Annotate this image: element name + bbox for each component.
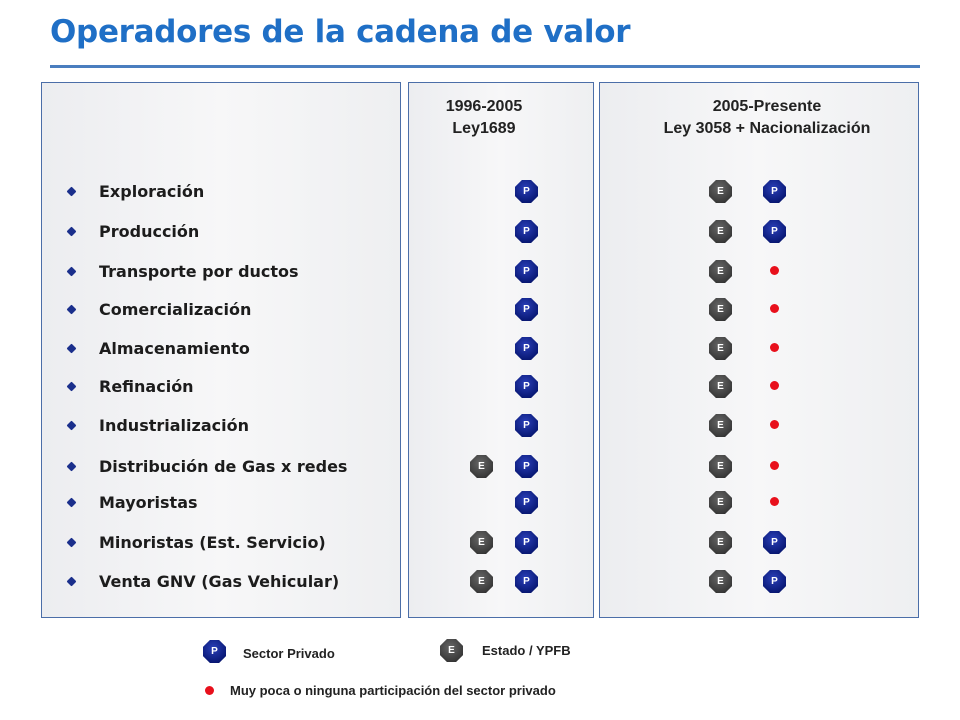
diamond-bullet-icon bbox=[66, 186, 77, 196]
state-badge: E bbox=[709, 491, 732, 514]
diamond-bullet-icon bbox=[66, 461, 77, 471]
diamond-bullet-icon bbox=[66, 266, 77, 276]
stage-label: Minoristas (Est. Servicio) bbox=[99, 532, 326, 552]
legend-private-label: Sector Privado bbox=[243, 646, 335, 661]
low-private-participation-dot bbox=[770, 461, 779, 470]
private-sector-badge: P bbox=[515, 570, 538, 593]
low-private-participation-dot bbox=[770, 497, 779, 506]
state-badge: E bbox=[470, 570, 493, 593]
period-2005-present-panel bbox=[599, 82, 919, 618]
legend-dot-label: Muy poca o ninguna participación del sec… bbox=[230, 683, 556, 698]
state-badge: E bbox=[709, 260, 732, 283]
stage-item: Exploración bbox=[66, 180, 205, 202]
private-sector-badge: P bbox=[763, 570, 786, 593]
stage-item: Almacenamiento bbox=[66, 337, 250, 359]
period-2005-present-header: 2005-Presente Ley 3058 + Nacionalización bbox=[600, 96, 934, 140]
stage-label: Industrialización bbox=[99, 415, 249, 435]
diamond-bullet-icon bbox=[66, 537, 77, 547]
diamond-bullet-icon bbox=[66, 381, 77, 391]
private-sector-badge: P bbox=[763, 531, 786, 554]
low-private-participation-dot bbox=[770, 266, 779, 275]
legend-state-badge: E bbox=[440, 639, 463, 662]
legend-private-badge: P bbox=[203, 640, 226, 663]
state-badge: E bbox=[470, 455, 493, 478]
stage-label: Exploración bbox=[99, 181, 205, 201]
diamond-bullet-icon bbox=[66, 226, 77, 236]
stage-label: Comercialización bbox=[99, 299, 252, 319]
state-badge: E bbox=[709, 531, 732, 554]
stage-label: Producción bbox=[99, 221, 200, 241]
private-sector-badge: P bbox=[515, 455, 538, 478]
private-sector-badge: P bbox=[515, 375, 538, 398]
private-sector-badge: P bbox=[515, 491, 538, 514]
private-sector-badge: P bbox=[515, 180, 538, 203]
title-underline bbox=[50, 65, 920, 68]
stage-item: Refinación bbox=[66, 375, 194, 397]
private-sector-badge: P bbox=[515, 298, 538, 321]
page-title: Operadores de la cadena de valor bbox=[50, 14, 631, 50]
low-private-participation-dot bbox=[770, 420, 779, 429]
low-private-participation-dot bbox=[770, 304, 779, 313]
stage-item: Minoristas (Est. Servicio) bbox=[66, 531, 326, 553]
stage-item: Industrialización bbox=[66, 414, 249, 436]
diamond-bullet-icon bbox=[66, 576, 77, 586]
low-private-participation-dot bbox=[770, 343, 779, 352]
stage-label: Transporte por ductos bbox=[99, 261, 299, 281]
stage-item: Distribución de Gas x redes bbox=[66, 455, 348, 477]
private-sector-badge: P bbox=[515, 260, 538, 283]
state-badge: E bbox=[709, 180, 732, 203]
legend-red-dot bbox=[205, 686, 214, 695]
stage-label: Mayoristas bbox=[99, 492, 198, 512]
legend-state-label: Estado / YPFB bbox=[482, 643, 571, 658]
state-badge: E bbox=[709, 375, 732, 398]
state-badge: E bbox=[709, 455, 732, 478]
private-sector-badge: P bbox=[515, 531, 538, 554]
stage-label: Refinación bbox=[99, 376, 194, 396]
stage-item: Producción bbox=[66, 220, 200, 242]
diamond-bullet-icon bbox=[66, 304, 77, 314]
stages-panel bbox=[41, 82, 401, 618]
period-1996-2005-header: 1996-2005 Ley1689 bbox=[408, 96, 560, 140]
low-private-participation-dot bbox=[770, 381, 779, 390]
private-sector-badge: P bbox=[763, 220, 786, 243]
private-sector-badge: P bbox=[515, 414, 538, 437]
diamond-bullet-icon bbox=[66, 343, 77, 353]
state-badge: E bbox=[709, 298, 732, 321]
state-badge: E bbox=[709, 220, 732, 243]
stage-label: Almacenamiento bbox=[99, 338, 250, 358]
stage-label: Venta GNV (Gas Vehicular) bbox=[99, 571, 340, 591]
stage-item: Comercialización bbox=[66, 298, 252, 320]
period-1996-2005-law: Ley1689 bbox=[452, 120, 516, 137]
period-2005-present-years: 2005-Presente bbox=[712, 98, 822, 115]
private-sector-badge: P bbox=[515, 337, 538, 360]
state-badge: E bbox=[709, 570, 732, 593]
period-1996-2005-panel bbox=[408, 82, 594, 618]
stage-item: Venta GNV (Gas Vehicular) bbox=[66, 570, 340, 592]
private-sector-badge: P bbox=[763, 180, 786, 203]
diamond-bullet-icon bbox=[66, 420, 77, 430]
state-badge: E bbox=[709, 414, 732, 437]
stage-item: Mayoristas bbox=[66, 491, 198, 513]
stage-label: Distribución de Gas x redes bbox=[99, 456, 348, 476]
period-1996-2005-years: 1996-2005 bbox=[445, 98, 523, 115]
private-sector-badge: P bbox=[515, 220, 538, 243]
stage-item: Transporte por ductos bbox=[66, 260, 299, 282]
period-2005-present-law: Ley 3058 + Nacionalización bbox=[663, 120, 871, 137]
state-badge: E bbox=[709, 337, 732, 360]
diamond-bullet-icon bbox=[66, 497, 77, 507]
state-badge: E bbox=[470, 531, 493, 554]
